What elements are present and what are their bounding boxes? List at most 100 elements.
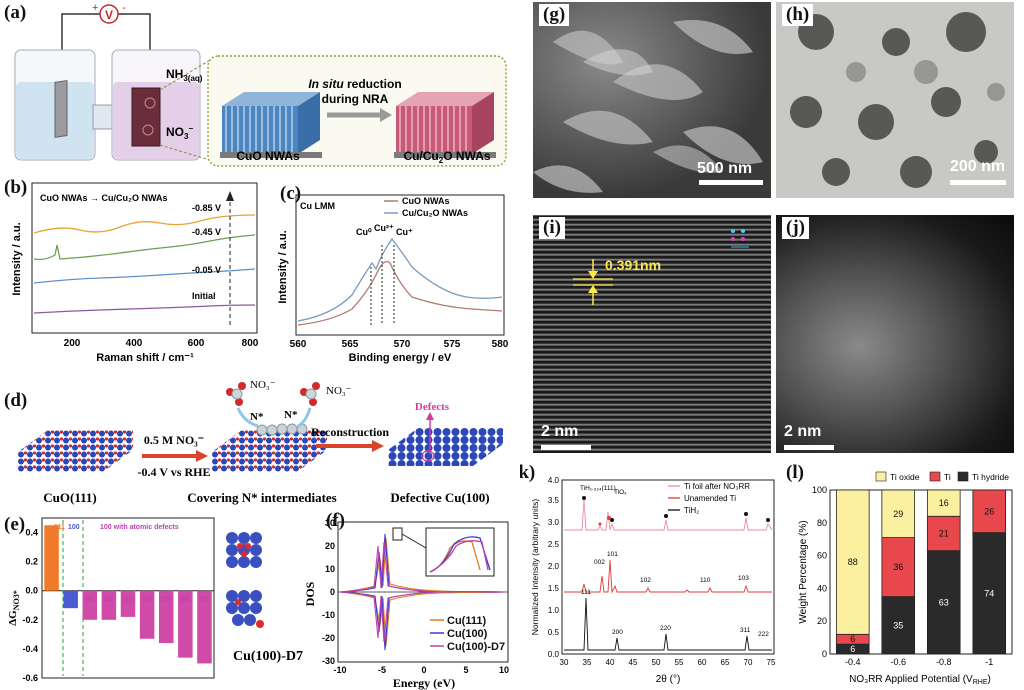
svg-text:Binding energy / eV: Binding energy / eV bbox=[349, 352, 452, 364]
svg-text:30: 30 bbox=[560, 658, 569, 667]
svg-text:Cu⁰: Cu⁰ bbox=[356, 227, 372, 237]
cu100-d7-model-top bbox=[226, 532, 262, 568]
bar-label-D2: D2 bbox=[104, 597, 113, 604]
panel-f: (f) Cu(111) Cu(100) Cu(100)-D7 -10 -5 0 … bbox=[300, 508, 515, 690]
ytick-l: 60 bbox=[817, 551, 827, 561]
bar-ti-oxide--0.6 bbox=[881, 489, 916, 538]
svg-text:101: 101 bbox=[607, 551, 618, 558]
svg-text:Initial: Initial bbox=[192, 291, 216, 301]
bar-value-label: 35 bbox=[893, 620, 903, 630]
svg-text:Ti oxide: Ti oxide bbox=[890, 472, 920, 482]
electrochemical-cell-schematic: V + - bbox=[14, 2, 507, 167]
raman-spectra-chart: CuO NWAs → Cu/Cu₂O NWAs -0.85 V -0.45 V … bbox=[11, 182, 259, 364]
scale-bar-g: 500 nm bbox=[697, 160, 753, 177]
panel-label-f: (f) bbox=[326, 510, 345, 531]
svg-text:NO₃⁻: NO₃⁻ bbox=[250, 379, 276, 391]
svg-text:Energy (eV): Energy (eV) bbox=[393, 676, 455, 690]
svg-text:Cu(111): Cu(111) bbox=[447, 615, 486, 627]
bar-ti--1 bbox=[972, 489, 1007, 534]
svg-text:Intensity / a.u.: Intensity / a.u. bbox=[277, 230, 289, 303]
svg-text:-20: -20 bbox=[322, 633, 335, 643]
svg-text:100 with atomic defects: 100 with atomic defects bbox=[100, 524, 179, 531]
svg-text:CuO NWAs: CuO NWAs bbox=[402, 196, 450, 206]
panel-c: (c) Cu LMM CuO NWAs Cu/Cu₂O NWAs Cu⁰ Cu²… bbox=[272, 175, 515, 365]
svg-text:311: 311 bbox=[740, 627, 751, 634]
bar-ti-oxide--0.8 bbox=[926, 489, 961, 517]
bar-D1 bbox=[82, 590, 98, 620]
scale-bar-i: 2 nm bbox=[541, 423, 579, 440]
bar-value-label: 36 bbox=[893, 562, 903, 572]
ytick-e: 0.0 bbox=[25, 586, 38, 596]
ytick-l: 20 bbox=[817, 616, 827, 626]
svg-text:30: 30 bbox=[325, 518, 335, 528]
panel-b: (b) CuO NWAs → Cu/Cu₂O NWAs -0.85 V -0.4… bbox=[0, 175, 272, 365]
svg-text:220: 220 bbox=[660, 625, 671, 632]
svg-text:102: 102 bbox=[640, 577, 651, 584]
bar-value-label: 21 bbox=[939, 528, 949, 538]
panel-label-l: (l) bbox=[786, 462, 804, 483]
voltmeter-icon bbox=[99, 4, 119, 24]
bar-111 bbox=[44, 525, 59, 591]
weight-percentage-chart: 66 88 35 36 29 63 21 16 74 26 0 20 40 60 80 100 -0.4 -0… bbox=[798, 471, 1013, 686]
svg-text:110: 110 bbox=[700, 577, 711, 584]
svg-text:560: 560 bbox=[290, 339, 307, 350]
panel-label-i: (i) bbox=[539, 217, 565, 239]
svg-text:Covering N* intermediates: Covering N* intermediates bbox=[187, 490, 336, 505]
svg-text:570: 570 bbox=[394, 339, 411, 350]
bar-label-D4: D4 bbox=[143, 597, 152, 604]
svg-text:1.5: 1.5 bbox=[548, 584, 560, 593]
svg-text:5: 5 bbox=[463, 665, 468, 675]
raman-ylabel: Intensity / a.u. bbox=[11, 222, 23, 295]
svg-text:Ti: Ti bbox=[944, 472, 951, 482]
covered-slab bbox=[212, 430, 327, 472]
bar-D4 bbox=[139, 590, 155, 639]
bar-value-label: 16 bbox=[939, 498, 949, 508]
scale-bar-h: 200 nm bbox=[950, 158, 1006, 175]
bar-label-D5: D5 bbox=[162, 597, 171, 604]
bar-ti-hydride--1 bbox=[972, 532, 1007, 655]
bar-ti-oxide--0.4 bbox=[835, 489, 870, 635]
ytick-e: -0.2 bbox=[22, 615, 38, 625]
arrow-up-icon bbox=[426, 412, 434, 420]
bar-D5 bbox=[158, 590, 174, 644]
svg-text:-5: -5 bbox=[378, 665, 386, 675]
bar-label-D6: D6 bbox=[181, 597, 190, 604]
xrd-chart: TiH₁.₉₂₄(111) TiOₓ 002 101 102 110 103 1… bbox=[530, 476, 776, 685]
svg-text:TiH₁.₉₂₄(111): TiH₁.₉₂₄(111) bbox=[580, 485, 616, 492]
panel-label-e: (e) bbox=[4, 514, 26, 535]
curve-045 bbox=[33, 234, 256, 261]
curve-initial bbox=[33, 304, 256, 314]
cu100-slab bbox=[388, 428, 503, 466]
svg-text:65: 65 bbox=[721, 658, 730, 667]
panel-label-j: (j) bbox=[782, 217, 809, 239]
xtick-l: -0.6 bbox=[890, 657, 906, 667]
curve-005 bbox=[33, 268, 256, 284]
lattice-spacing: 0.391nm bbox=[605, 257, 661, 273]
svg-text:+: + bbox=[92, 2, 98, 14]
svg-text:NO3−: NO3− bbox=[166, 124, 193, 141]
svg-text:111: 111 bbox=[54, 524, 65, 531]
arrow-up-icon bbox=[588, 285, 598, 293]
no3-molecule-2 bbox=[300, 382, 320, 406]
scale-bar-j: 2 nm bbox=[784, 423, 822, 440]
svg-text:75: 75 bbox=[767, 658, 776, 667]
panel-label-k: (k) bbox=[520, 462, 536, 483]
panel-label-b: (b) bbox=[4, 177, 28, 198]
svg-text:Ti hydride: Ti hydride bbox=[972, 472, 1009, 482]
ytick-e: -0.6 bbox=[22, 673, 38, 683]
bar-ti--0.6 bbox=[881, 537, 916, 597]
svg-text:-30: -30 bbox=[322, 656, 335, 666]
cuo-nanowire-array bbox=[220, 92, 322, 158]
svg-text:NH3(aq): NH3(aq) bbox=[166, 67, 203, 83]
panel-a: (a) V + - bbox=[0, 0, 515, 172]
bar-D6 bbox=[178, 590, 193, 658]
reconstruction-schematic: 0.5 M NO₃⁻ -0.4 V vs RHE NO₃⁻ NO₃⁻ N* N*… bbox=[18, 379, 503, 505]
svg-text:-0.05 V: -0.05 V bbox=[192, 265, 221, 275]
bar-ti-hydride--0.6 bbox=[881, 596, 916, 655]
panel-label-h: (h) bbox=[782, 4, 814, 26]
ytick-e: -0.4 bbox=[22, 644, 38, 654]
svg-text:3.0: 3.0 bbox=[548, 518, 560, 527]
svg-text:-0.4 V vs RHE: -0.4 V vs RHE bbox=[138, 465, 211, 479]
panel-j-haadf-image: (j) 2 nm bbox=[776, 215, 1014, 453]
svg-text:111: 111 bbox=[581, 589, 591, 596]
